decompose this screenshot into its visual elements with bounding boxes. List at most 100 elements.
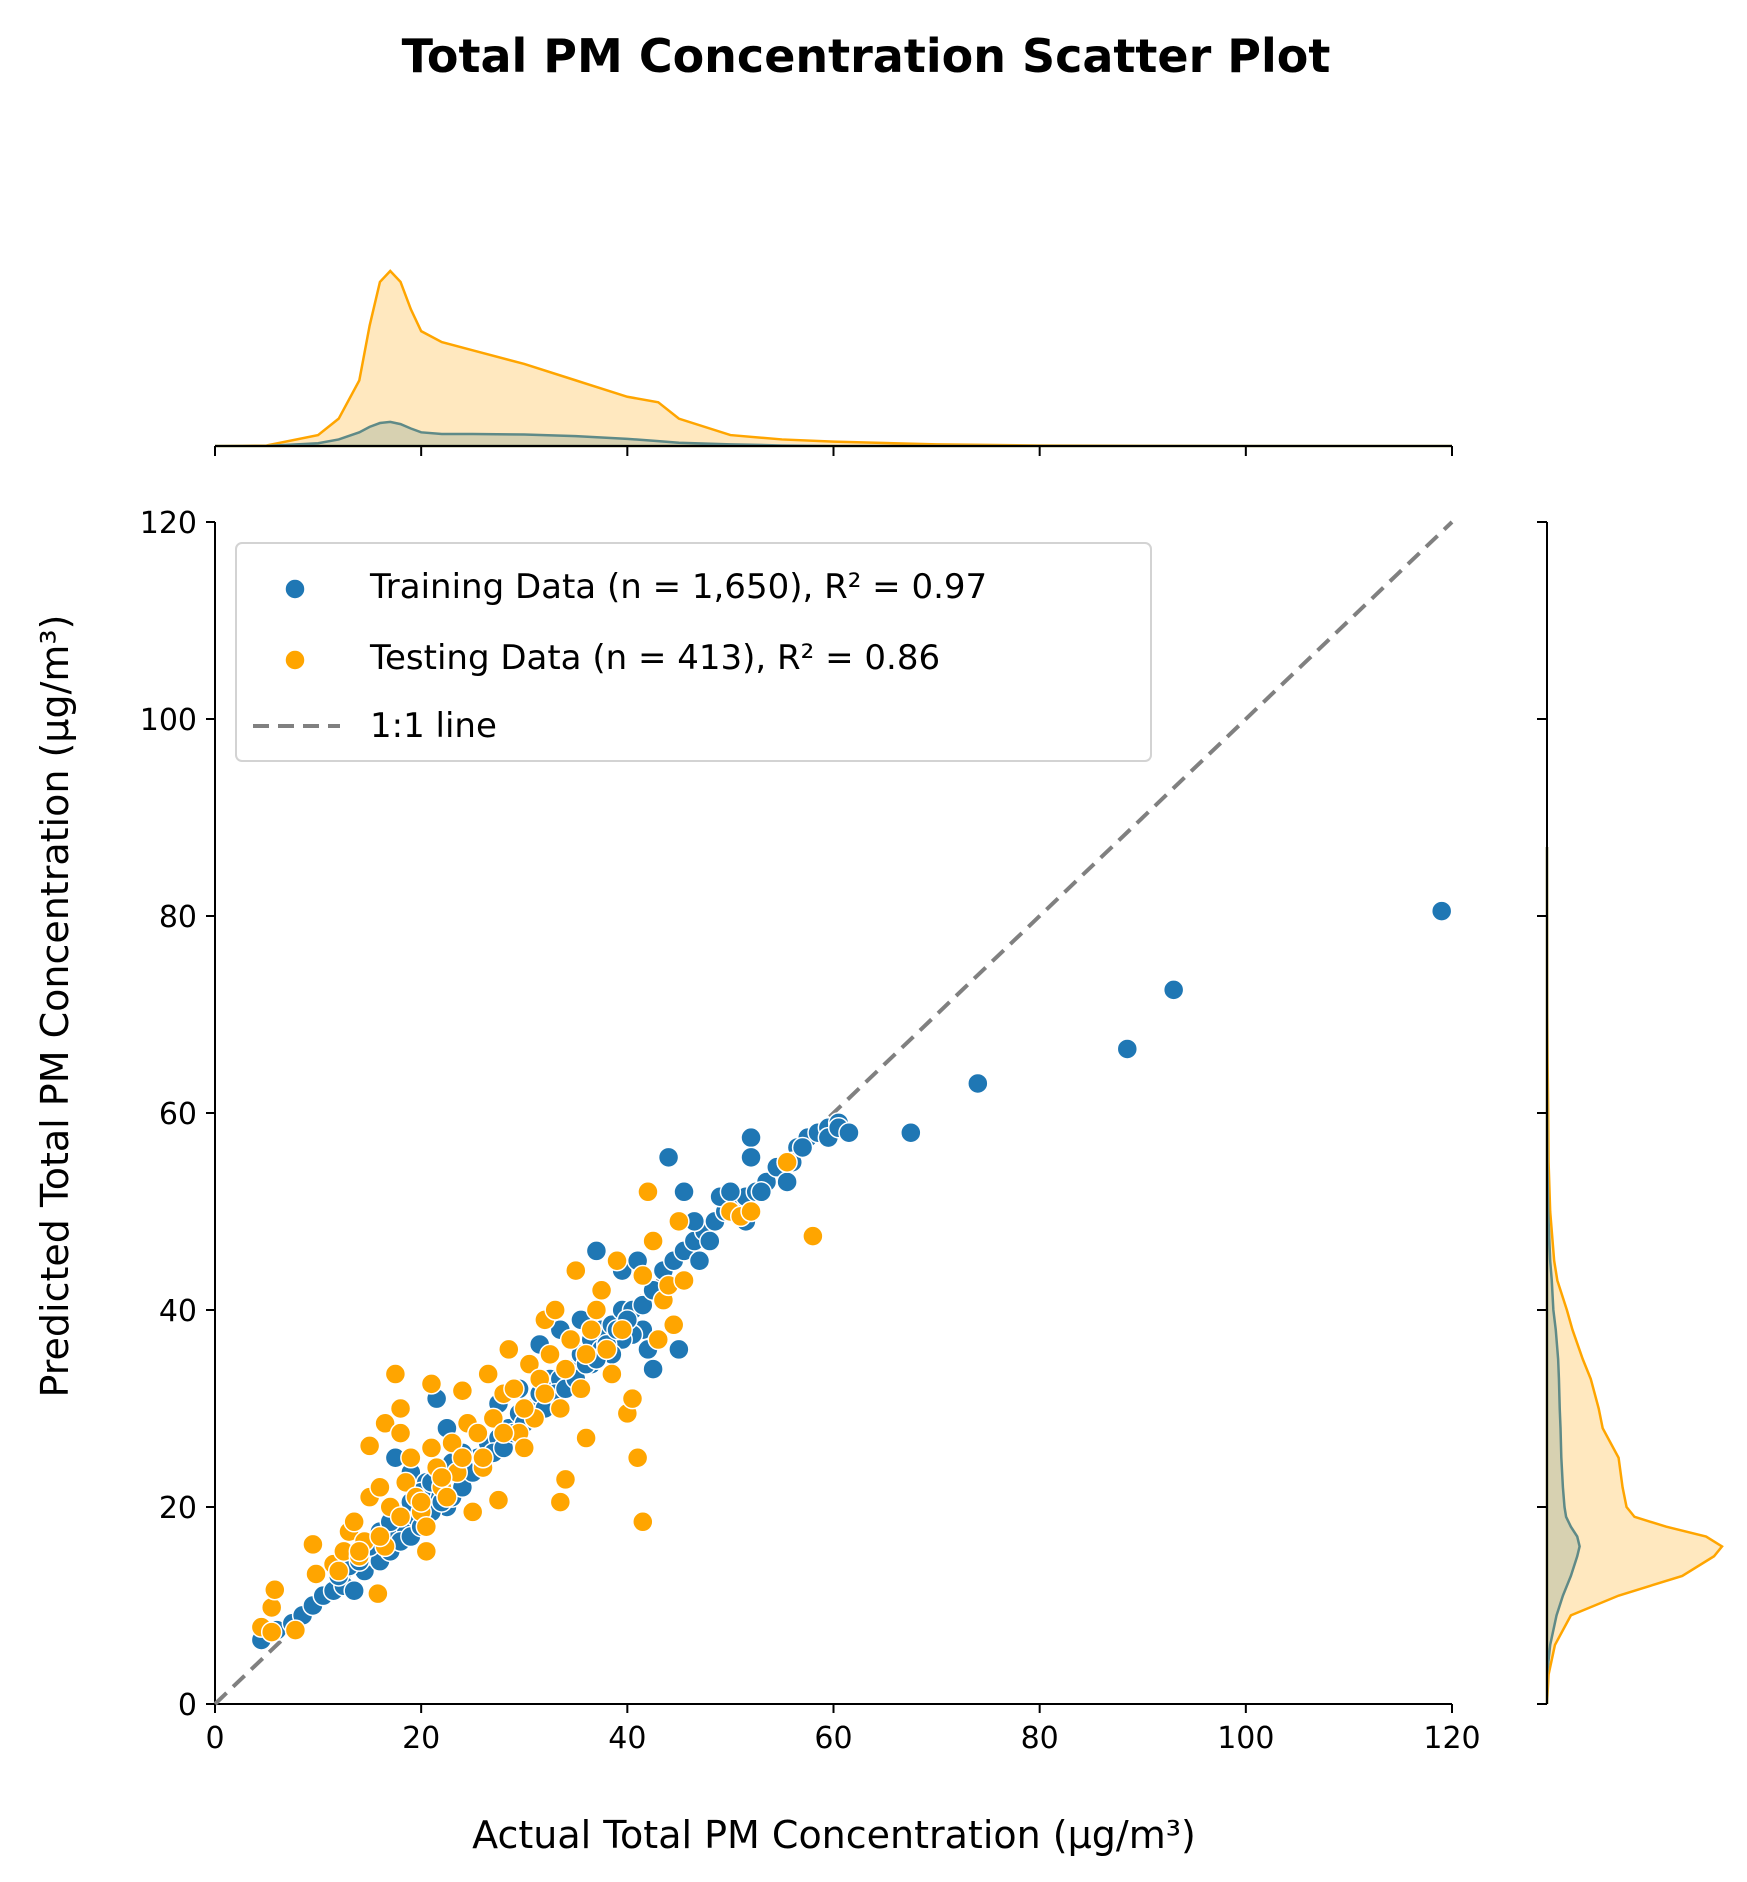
testing-point xyxy=(802,1225,824,1247)
y-tick-label: 40 xyxy=(159,1294,197,1329)
testing-point xyxy=(384,1363,407,1385)
x-tick-label: 40 xyxy=(608,1721,646,1756)
legend-frame xyxy=(235,542,1152,762)
training-point xyxy=(967,1072,989,1095)
testing-point xyxy=(369,1525,391,1548)
testing-point xyxy=(513,1437,535,1459)
testing-point xyxy=(554,1468,577,1491)
testing-point xyxy=(420,1373,443,1395)
x-axis-label: Actual Total PM Concentration (μg/m³) xyxy=(472,1813,1196,1857)
chart-title: Total PM Concentration Scatter Plot xyxy=(402,29,1331,83)
testing-point xyxy=(662,1314,685,1336)
training-point xyxy=(632,1294,654,1316)
scatter-points xyxy=(250,900,1453,1651)
testing-point xyxy=(575,1427,597,1449)
testing-point xyxy=(264,1578,286,1601)
training-point xyxy=(1430,900,1453,922)
training-point xyxy=(673,1181,695,1203)
testing-point xyxy=(260,1596,283,1619)
testing-point xyxy=(595,1338,618,1361)
y-tick-label: 80 xyxy=(159,900,197,935)
right-marginal-density xyxy=(1545,847,1724,1705)
testing-point xyxy=(415,1540,438,1563)
testing-point xyxy=(585,1299,608,1321)
testing-point xyxy=(549,1397,572,1420)
testing-point xyxy=(260,1621,283,1643)
testing-point xyxy=(565,1259,587,1282)
testing-point xyxy=(673,1269,695,1292)
training-point xyxy=(740,1146,762,1169)
testing-point xyxy=(559,1328,582,1351)
training-point xyxy=(657,1146,680,1169)
top-density-testing xyxy=(214,269,1452,448)
testing-point xyxy=(590,1279,613,1302)
testing-point xyxy=(472,1447,494,1469)
y-tick-label: 60 xyxy=(159,1097,197,1132)
testing-point xyxy=(544,1299,566,1321)
testing-point xyxy=(358,1435,381,1457)
testing-point xyxy=(374,1412,396,1435)
training-point xyxy=(642,1358,664,1380)
testing-point xyxy=(580,1318,603,1341)
testing-point xyxy=(431,1466,453,1489)
training-point xyxy=(740,1126,762,1149)
training-point xyxy=(900,1121,922,1144)
testing-point xyxy=(606,1250,628,1272)
testing-point xyxy=(570,1378,592,1400)
testing-point xyxy=(621,1387,644,1410)
testing-point xyxy=(492,1422,515,1444)
legend-training-marker xyxy=(284,578,306,600)
testing-point xyxy=(284,1619,307,1641)
testing-point xyxy=(549,1491,572,1513)
testing-point xyxy=(348,1540,371,1563)
testing-point xyxy=(668,1210,690,1233)
testing-point xyxy=(389,1506,412,1528)
testing-point xyxy=(513,1397,535,1420)
legend-training-label: Training Data (n = 1,650), R² = 0.97 xyxy=(369,567,987,607)
testing-point xyxy=(498,1338,520,1361)
testing-point xyxy=(601,1363,623,1385)
y-axis-label: Predicted Total PM Concentration (μg/m³) xyxy=(33,615,77,1398)
testing-point xyxy=(441,1432,463,1454)
training-point xyxy=(585,1240,608,1262)
training-point xyxy=(1162,979,1185,1001)
testing-point xyxy=(451,1380,474,1402)
training-point xyxy=(776,1171,798,1193)
testing-point xyxy=(647,1328,670,1351)
testing-point xyxy=(776,1151,798,1173)
training-point xyxy=(668,1338,690,1361)
y-tick-label: 120 xyxy=(140,506,197,541)
testing-point xyxy=(539,1343,561,1366)
training-point xyxy=(838,1121,860,1144)
top-marginal-density xyxy=(214,269,1452,448)
testing-point xyxy=(369,1476,391,1499)
testing-point xyxy=(554,1358,577,1380)
testing-point xyxy=(740,1200,762,1223)
testing-point xyxy=(632,1511,654,1533)
testing-point xyxy=(420,1437,443,1459)
testing-point xyxy=(518,1353,541,1375)
testing-point xyxy=(477,1363,499,1385)
testing-point xyxy=(534,1382,556,1405)
right-density-testing xyxy=(1545,847,1724,1705)
legend-identity-label: 1:1 line xyxy=(370,706,497,746)
testing-point xyxy=(487,1489,510,1511)
testing-point xyxy=(410,1491,432,1513)
testing-point xyxy=(451,1447,474,1469)
testing-point xyxy=(482,1407,505,1430)
y-tick-label: 0 xyxy=(178,1688,197,1723)
training-point xyxy=(1116,1038,1139,1060)
testing-point xyxy=(503,1378,525,1400)
y-tick-label: 20 xyxy=(159,1491,197,1526)
x-tick-label: 60 xyxy=(814,1721,852,1756)
legend: Training Data (n = 1,650), R² = 0.97 Tes… xyxy=(235,542,1152,762)
training-point xyxy=(719,1181,742,1203)
testing-point xyxy=(611,1318,633,1341)
main-axes: 0 20 40 60 80 100 120 0 20 40 60 80 100 120 xyxy=(140,445,1548,1756)
testing-point xyxy=(394,1471,417,1494)
training-point xyxy=(791,1136,814,1159)
legend-testing-label: Testing Data (n = 413), R² = 0.86 xyxy=(369,638,940,678)
testing-point xyxy=(461,1501,484,1523)
